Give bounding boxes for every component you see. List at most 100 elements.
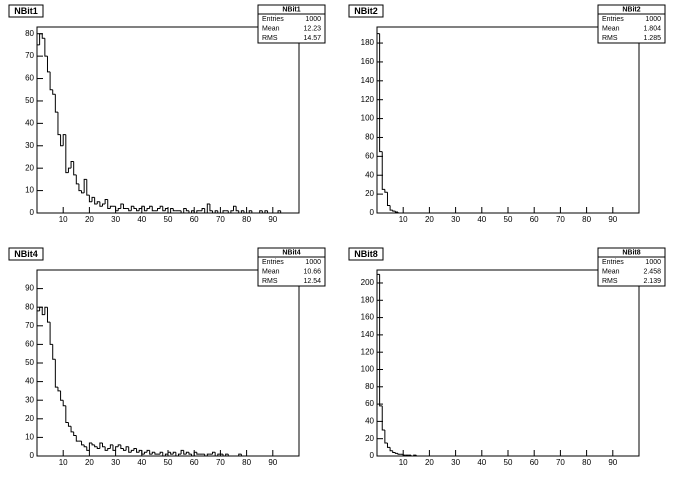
stats-box bbox=[257, 247, 326, 287]
histogram-bin bbox=[379, 274, 383, 407]
x-tick-label: 10 bbox=[59, 215, 68, 224]
title-box bbox=[8, 4, 44, 18]
histogram-bin bbox=[151, 206, 155, 212]
histogram-bin bbox=[75, 174, 79, 185]
stats-value: 12.54 bbox=[303, 278, 321, 285]
y-tick-label: 90 bbox=[25, 284, 34, 293]
histogram-bin bbox=[277, 210, 281, 213]
histogram-bin bbox=[104, 199, 108, 205]
y-tick-label: 30 bbox=[25, 395, 34, 404]
histogram-bin bbox=[57, 387, 61, 392]
x-tick-label: 50 bbox=[504, 215, 513, 224]
y-tick-label: 30 bbox=[25, 141, 34, 150]
histogram-bin bbox=[162, 206, 166, 212]
x-tick-label: 60 bbox=[190, 458, 199, 467]
histogram-bin bbox=[117, 444, 121, 447]
histogram-bin bbox=[222, 454, 226, 457]
histogram-bin bbox=[46, 307, 51, 323]
histogram-bin bbox=[94, 197, 98, 205]
x-tick-label: 20 bbox=[425, 458, 434, 467]
x-tick-label: 50 bbox=[164, 215, 173, 224]
histogram-bin bbox=[384, 430, 388, 444]
histogram-bin bbox=[41, 307, 45, 316]
x-tick-label: 40 bbox=[477, 215, 486, 224]
y-tick-label: 40 bbox=[365, 417, 374, 426]
title-box bbox=[348, 247, 384, 261]
histogram-bin bbox=[386, 443, 391, 448]
y-tick-label: 180 bbox=[361, 295, 375, 304]
histogram-bin bbox=[138, 208, 142, 211]
histogram-bin bbox=[143, 206, 148, 212]
x-tick-label: 20 bbox=[85, 458, 94, 467]
y-tick-label: 0 bbox=[30, 208, 35, 217]
histogram-bin bbox=[60, 390, 64, 401]
y-tick-label: 120 bbox=[361, 95, 375, 104]
y-tick-label: 0 bbox=[370, 208, 375, 217]
title: NBit1 bbox=[14, 6, 38, 16]
stats-title: NBit4 bbox=[282, 249, 300, 256]
histogram-bin bbox=[151, 451, 155, 455]
plot-frame bbox=[376, 26, 640, 214]
histogram-bin bbox=[180, 210, 184, 214]
x-tick-label: 40 bbox=[137, 215, 146, 224]
histogram-bin bbox=[109, 444, 113, 449]
y-tick-label: 100 bbox=[361, 114, 375, 123]
histogram-bin bbox=[235, 206, 239, 212]
y-tick-label: 160 bbox=[361, 313, 375, 322]
histogram-bin bbox=[62, 400, 66, 407]
y-tick-label: 140 bbox=[361, 330, 375, 339]
histogram-bin bbox=[73, 161, 77, 176]
stats-value: 1000 bbox=[305, 16, 321, 23]
histogram-bin bbox=[201, 208, 205, 211]
histogram-bin bbox=[402, 454, 406, 456]
histogram-bin bbox=[62, 134, 66, 146]
stats-label: Entries bbox=[602, 259, 624, 266]
histogram-bin bbox=[381, 405, 385, 431]
stats-label: RMS bbox=[262, 35, 278, 42]
histogram-bin bbox=[130, 205, 134, 211]
histogram-bin bbox=[81, 190, 85, 194]
histogram-bin bbox=[204, 208, 208, 214]
histogram-bin bbox=[389, 205, 393, 211]
histogram-bin bbox=[143, 451, 148, 455]
y-tick-label: 50 bbox=[25, 96, 34, 105]
histogram-bin bbox=[379, 33, 383, 153]
x-tick-label: 70 bbox=[216, 458, 225, 467]
histogram-bin bbox=[75, 435, 79, 442]
y-tick-label: 160 bbox=[361, 57, 375, 66]
x-tick-label: 10 bbox=[399, 458, 408, 467]
histogram-bin bbox=[196, 210, 200, 213]
histogram-bin bbox=[141, 205, 145, 209]
y-tick-label: 140 bbox=[361, 76, 375, 85]
histogram-bin bbox=[83, 444, 87, 448]
y-tick-label: 20 bbox=[365, 189, 374, 198]
histogram-bin bbox=[102, 203, 106, 207]
x-tick-label: 60 bbox=[530, 215, 539, 224]
stats-label: RMS bbox=[602, 35, 618, 42]
histogram-bin bbox=[133, 448, 137, 451]
histogram-bin bbox=[65, 134, 69, 174]
x-tick-label: 40 bbox=[137, 458, 146, 467]
y-tick-label: 70 bbox=[25, 51, 34, 60]
x-tick-label: 70 bbox=[556, 458, 565, 467]
stats-value: 1.285 bbox=[643, 35, 661, 42]
histogram-bin bbox=[88, 442, 93, 451]
histogram-bin bbox=[259, 210, 263, 213]
histogram-bin bbox=[91, 442, 95, 446]
histogram-bin bbox=[136, 448, 140, 453]
y-tick-label: 20 bbox=[25, 414, 34, 423]
histogram-bin bbox=[214, 210, 218, 213]
histogram-bin bbox=[238, 453, 242, 456]
histogram-bin bbox=[125, 446, 129, 451]
stats-value: 1000 bbox=[645, 16, 661, 23]
histogram-bin bbox=[159, 451, 163, 455]
histogram-bin bbox=[386, 192, 391, 206]
x-tick-label: 90 bbox=[268, 215, 277, 224]
y-tick-label: 20 bbox=[25, 163, 34, 172]
x-tick-label: 90 bbox=[608, 215, 617, 224]
stats-label: Mean bbox=[262, 25, 280, 32]
stats-title: NBit8 bbox=[622, 249, 640, 256]
histogram-bin bbox=[217, 210, 221, 214]
histogram-bin bbox=[264, 210, 268, 213]
histogram-bin bbox=[193, 451, 197, 456]
